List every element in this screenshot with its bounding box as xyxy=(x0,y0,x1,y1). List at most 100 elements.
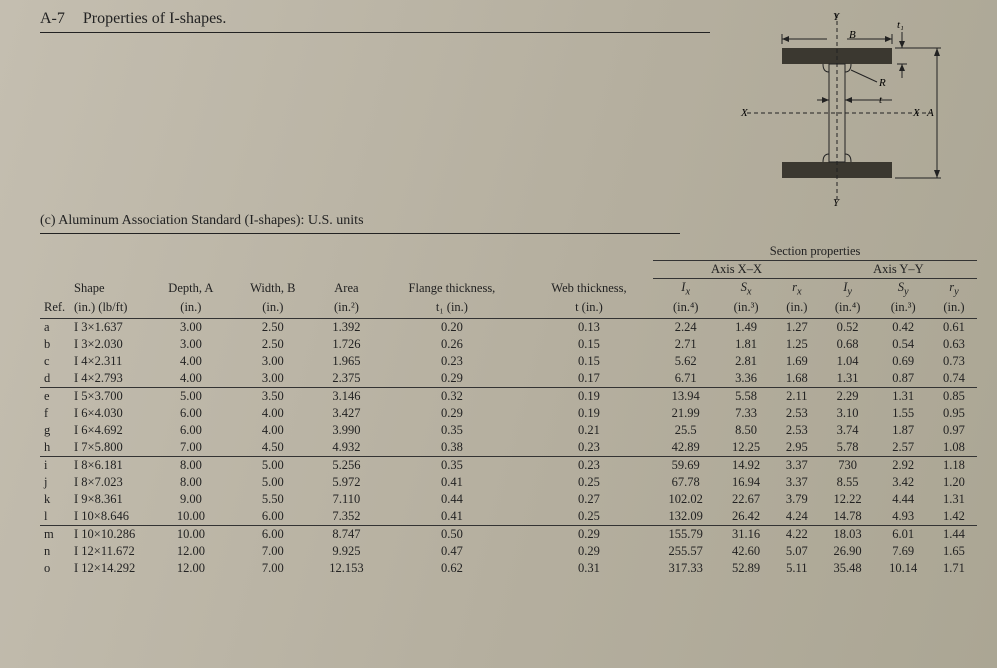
hdr-sx-unit: (in.³) xyxy=(718,299,774,319)
table-cell: 6.01 xyxy=(875,525,931,543)
table-cell: 2.375 xyxy=(314,370,379,388)
page-title-row: A-7 Properties of I-shapes. xyxy=(40,10,710,33)
table-cell: I 4×2.311 xyxy=(70,353,150,370)
table-cell: 16.94 xyxy=(718,474,774,491)
table-cell: 5.00 xyxy=(150,387,232,405)
hdr-flange: Flange thickness, xyxy=(379,279,525,299)
table-cell: 12.00 xyxy=(150,560,232,577)
table-cell: 0.87 xyxy=(875,370,931,388)
table-cell: o xyxy=(40,560,70,577)
table-cell: 0.69 xyxy=(875,353,931,370)
table-cell: 7.00 xyxy=(232,560,314,577)
table-cell: 8.00 xyxy=(150,474,232,491)
table-cell: 102.02 xyxy=(653,491,718,508)
table-cell: j xyxy=(40,474,70,491)
table-cell: 1.71 xyxy=(931,560,977,577)
table-cell: 6.00 xyxy=(232,508,314,526)
table-cell: 1.42 xyxy=(931,508,977,526)
table-cell: 6.00 xyxy=(150,405,232,422)
table-cell: I 12×14.292 xyxy=(70,560,150,577)
hdr-ry-unit: (in.) xyxy=(931,299,977,319)
table-cell: 730 xyxy=(820,456,876,474)
table-cell: 0.31 xyxy=(525,560,653,577)
table-cell: 0.29 xyxy=(525,543,653,560)
table-cell: i xyxy=(40,456,70,474)
table-cell: 2.11 xyxy=(774,387,820,405)
table-cell: 1.04 xyxy=(820,353,876,370)
table-cell: 8.747 xyxy=(314,525,379,543)
table-cell: 1.20 xyxy=(931,474,977,491)
diagram-label-a: A xyxy=(926,107,934,119)
table-cell: 8.50 xyxy=(718,422,774,439)
hdr-flange-unit: t₁ (in.) xyxy=(379,299,525,319)
hdr-rx: rx xyxy=(774,279,820,299)
table-cell: 0.17 xyxy=(525,370,653,388)
table-cell: 13.94 xyxy=(653,387,718,405)
table-cell: c xyxy=(40,353,70,370)
table-cell: I 8×6.181 xyxy=(70,456,150,474)
table-cell: 12.00 xyxy=(150,543,232,560)
hdr-iy: Iy xyxy=(820,279,876,299)
table-cell: I 3×2.030 xyxy=(70,336,150,353)
table-cell: 10.00 xyxy=(150,525,232,543)
table-cell: 2.81 xyxy=(718,353,774,370)
table-cell: 12.153 xyxy=(314,560,379,577)
diagram-label-y-bot: Y xyxy=(833,197,841,208)
hdr-sy: Sy xyxy=(875,279,931,299)
table-cell: 22.67 xyxy=(718,491,774,508)
table-cell: 255.57 xyxy=(653,543,718,560)
table-cell: 5.78 xyxy=(820,439,876,457)
hdr-axis-yy: Axis Y–Y xyxy=(820,261,977,279)
table-cell: 2.53 xyxy=(774,405,820,422)
table-cell: 67.78 xyxy=(653,474,718,491)
table-cell: 2.53 xyxy=(774,422,820,439)
table-cell: I 8×7.023 xyxy=(70,474,150,491)
table-cell: 0.50 xyxy=(379,525,525,543)
table-cell: 35.48 xyxy=(820,560,876,577)
table-cell: 7.352 xyxy=(314,508,379,526)
hdr-ry: ry xyxy=(931,279,977,299)
table-cell: 1.18 xyxy=(931,456,977,474)
table-cell: 0.25 xyxy=(525,508,653,526)
table-cell: 59.69 xyxy=(653,456,718,474)
table-cell: 12.22 xyxy=(820,491,876,508)
table-cell: 317.33 xyxy=(653,560,718,577)
table-cell: I 7×5.800 xyxy=(70,439,150,457)
hdr-sx: Sx xyxy=(718,279,774,299)
table-cell: 1.65 xyxy=(931,543,977,560)
table-cell: 0.95 xyxy=(931,405,977,422)
diagram-label-x-left: X xyxy=(740,107,749,119)
table-cell: 52.89 xyxy=(718,560,774,577)
table-cell: I 10×8.646 xyxy=(70,508,150,526)
table-cell: 3.427 xyxy=(314,405,379,422)
table-cell: 4.00 xyxy=(150,353,232,370)
table-cell: 3.50 xyxy=(232,387,314,405)
table-cell: 2.24 xyxy=(653,318,718,336)
table-cell: 0.26 xyxy=(379,336,525,353)
table-cell: 5.972 xyxy=(314,474,379,491)
table-cell: 4.93 xyxy=(875,508,931,526)
table-cell: 6.71 xyxy=(653,370,718,388)
table-cell: 0.21 xyxy=(525,422,653,439)
table-cell: 5.11 xyxy=(774,560,820,577)
table-cell: 0.27 xyxy=(525,491,653,508)
table-cell: 4.24 xyxy=(774,508,820,526)
table-cell: I 12×11.672 xyxy=(70,543,150,560)
table-cell: 0.38 xyxy=(379,439,525,457)
hdr-area-unit: (in.²) xyxy=(314,299,379,319)
table-cell: 2.29 xyxy=(820,387,876,405)
hdr-rx-unit: (in.) xyxy=(774,299,820,319)
table-cell: 7.00 xyxy=(150,439,232,457)
table-cell: 1.69 xyxy=(774,353,820,370)
table-cell: 3.00 xyxy=(150,318,232,336)
hdr-shape: Shape xyxy=(70,279,150,299)
table-cell: 0.29 xyxy=(379,370,525,388)
table-cell: a xyxy=(40,318,70,336)
table-cell: 4.44 xyxy=(875,491,931,508)
title-text: Properties of I-shapes. xyxy=(83,10,227,28)
title-number: A-7 xyxy=(40,10,65,28)
table-cell: 3.79 xyxy=(774,491,820,508)
table-cell: 132.09 xyxy=(653,508,718,526)
table-row: oI 12×14.29212.007.0012.1530.620.31317.3… xyxy=(40,560,977,577)
table-row: bI 3×2.0303.002.501.7260.260.152.711.811… xyxy=(40,336,977,353)
